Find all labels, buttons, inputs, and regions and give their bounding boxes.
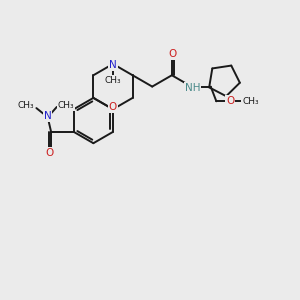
- Text: N: N: [44, 111, 52, 121]
- Text: NH: NH: [185, 83, 200, 93]
- Text: CH₃: CH₃: [58, 101, 74, 110]
- Text: CH₃: CH₃: [242, 97, 259, 106]
- Text: CH₃: CH₃: [17, 101, 34, 110]
- Text: O: O: [109, 102, 117, 112]
- Text: O: O: [169, 49, 177, 59]
- Text: O: O: [45, 148, 53, 158]
- Text: O: O: [226, 96, 234, 106]
- Text: N: N: [109, 60, 117, 70]
- Text: CH₃: CH₃: [105, 76, 121, 85]
